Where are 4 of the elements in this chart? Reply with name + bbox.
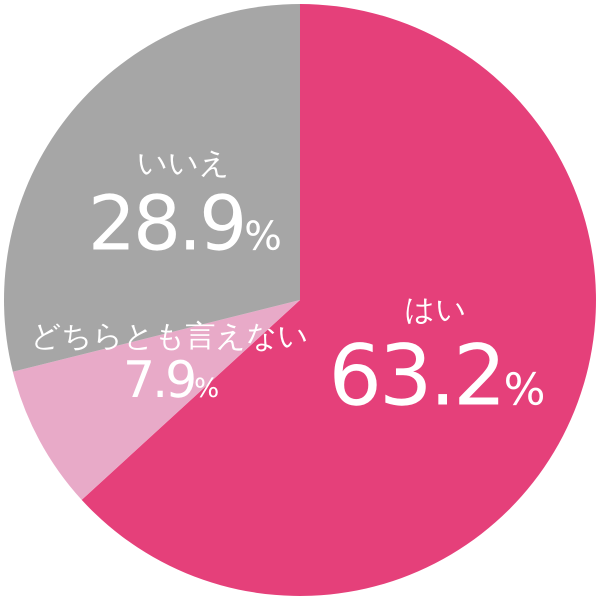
slice-label: いいえ	[136, 146, 230, 181]
slice-label: はい	[404, 292, 466, 328]
data-label: 28.9%	[88, 179, 280, 268]
data-label: 63.2%	[328, 326, 544, 425]
